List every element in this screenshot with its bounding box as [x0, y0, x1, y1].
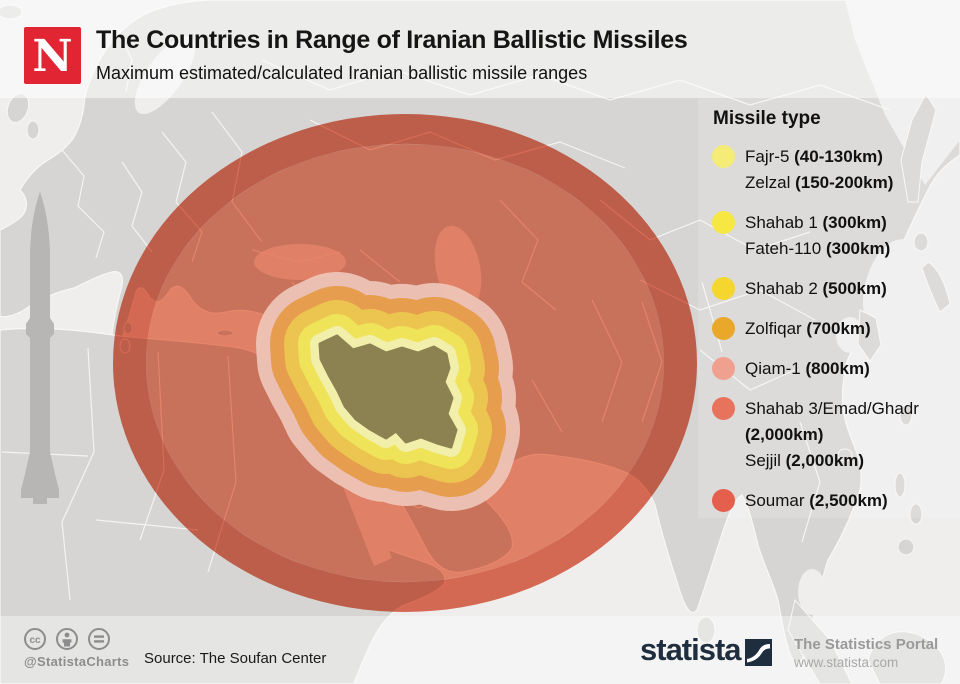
statista-charts-handle: @StatistaCharts [24, 654, 130, 669]
legend-line: Shahab 3/Emad/Ghadr (2,000km) [745, 399, 919, 444]
legend-line: Zolfiqar (700km) [745, 319, 871, 338]
svg-text:N: N [32, 31, 72, 82]
legend-item-label: Shahab 2 (500km) [745, 276, 941, 302]
creative-commons-icons: cc [24, 628, 110, 650]
svg-text:cc: cc [29, 635, 41, 646]
legend-line: Sejjil (2,000km) [745, 451, 865, 470]
portal-tagline: The Statistics Portal www.statista.com [794, 636, 938, 670]
legend-item: Zolfiqar (700km) [712, 316, 948, 342]
missile-silhouette-icon [21, 192, 59, 504]
attribution-icon [56, 628, 78, 650]
legend-item: Fajr-5 (40-130km) Zelzal (150-200km) [712, 144, 948, 196]
legend-item-label: Fajr-5 (40-130km) Zelzal (150-200km) [745, 144, 941, 196]
legend-color-dot [712, 357, 735, 380]
legend-color-dot [712, 145, 735, 168]
equals-icon [88, 628, 110, 650]
legend-color-dot [712, 277, 735, 300]
legend-item: Shahab 1 (300km) Fateh-110 (300km) [712, 210, 948, 262]
legend-color-dot [712, 489, 735, 512]
newsweek-logo: N [24, 27, 81, 84]
portal-url: www.statista.com [794, 655, 899, 670]
legend-color-dot [712, 397, 735, 420]
legend-line: Shahab 2 (500km) [745, 279, 887, 298]
legend-line: Soumar (2,500km) [745, 491, 888, 510]
header-wash [0, 0, 960, 98]
portal-title: The Statistics Portal [794, 636, 939, 653]
legend-item: Shahab 2 (500km) [712, 276, 948, 302]
legend: Missile type Fajr-5 (40-130km) Zelzal (15… [712, 108, 948, 528]
page-subtitle: Maximum estimated/calculated Iranian bal… [96, 62, 588, 83]
source-text: Source: The Soufan Center [144, 650, 327, 667]
legend-wash [698, 98, 960, 518]
legend-item: Shahab 3/Emad/Ghadr (2,000km) Sejjil (2,0… [712, 396, 948, 474]
footer-wash [0, 616, 960, 684]
legend-item-label: Zolfiqar (700km) [745, 316, 941, 342]
statista-wordmark: statista [640, 632, 742, 667]
legend-item-label: Soumar (2,500km) [745, 488, 941, 514]
legend-item-label: Shahab 3/Emad/Ghadr (2,000km) Sejjil (2,0… [745, 396, 941, 474]
header: N The Countries in Range of Iranian Ball… [0, 0, 960, 100]
legend-color-dot [712, 317, 735, 340]
cc-icon [24, 628, 46, 650]
footer: cc @StatistaCharts Source: The Soufan Ce… [0, 616, 960, 684]
legend-list: Fajr-5 (40-130km) Zelzal (150-200km) Shah… [712, 144, 948, 514]
legend-line: Fajr-5 (40-130km) [745, 147, 883, 166]
statista-logo-mark [745, 639, 772, 666]
legend-item: Soumar (2,500km) [712, 488, 948, 514]
legend-line: Qiam-1 (800km) [745, 359, 870, 378]
legend-color-dot [712, 211, 735, 234]
legend-item-label: Shahab 1 (300km) Fateh-110 (300km) [745, 210, 941, 262]
legend-line: Zelzal (150-200km) [745, 173, 894, 192]
legend-item: Qiam-1 (800km) [712, 356, 948, 382]
legend-heading: Missile type [713, 108, 821, 129]
legend-line: Shahab 1 (300km) [745, 213, 887, 232]
page-title: The Countries in Range of Iranian Ballis… [96, 26, 688, 54]
legend-line: Fateh-110 (300km) [745, 239, 891, 258]
legend-item-label: Qiam-1 (800km) [745, 356, 941, 382]
